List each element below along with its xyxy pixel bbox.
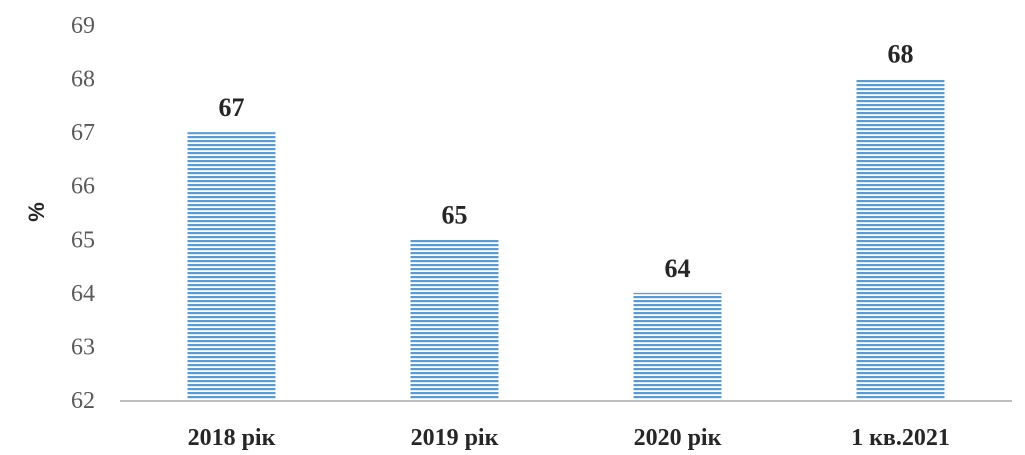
y-tick-label: 67 [71,120,95,146]
x-axis-labels: 2018 рік 2019 рік 2020 рік 1 кв.2021 [188,425,950,451]
bar [633,292,722,400]
y-axis-ticks: 62 63 64 65 66 67 68 69 [71,13,95,414]
bar [410,239,499,400]
y-tick-label: 66 [71,174,95,200]
y-tick-label: 68 [71,67,95,93]
x-tick-label: 1 кв.2021 [851,425,950,451]
y-axis-title: % [24,202,49,222]
bar [187,132,276,400]
data-label: 68 [888,40,914,69]
x-tick-label: 2018 рік [188,425,276,451]
data-label: 67 [219,93,245,122]
bar-series [187,78,945,401]
y-tick-label: 62 [71,388,95,414]
y-tick-label: 64 [71,281,95,307]
data-labels: 67 65 64 68 [219,40,914,283]
x-tick-label: 2020 рік [634,425,722,451]
data-label: 64 [665,254,691,283]
y-tick-label: 63 [71,334,95,360]
bar [856,78,945,401]
y-tick-label: 65 [71,227,95,253]
y-tick-label: 69 [71,13,95,39]
x-tick-label: 2019 рік [411,425,499,451]
data-label: 65 [442,200,468,229]
